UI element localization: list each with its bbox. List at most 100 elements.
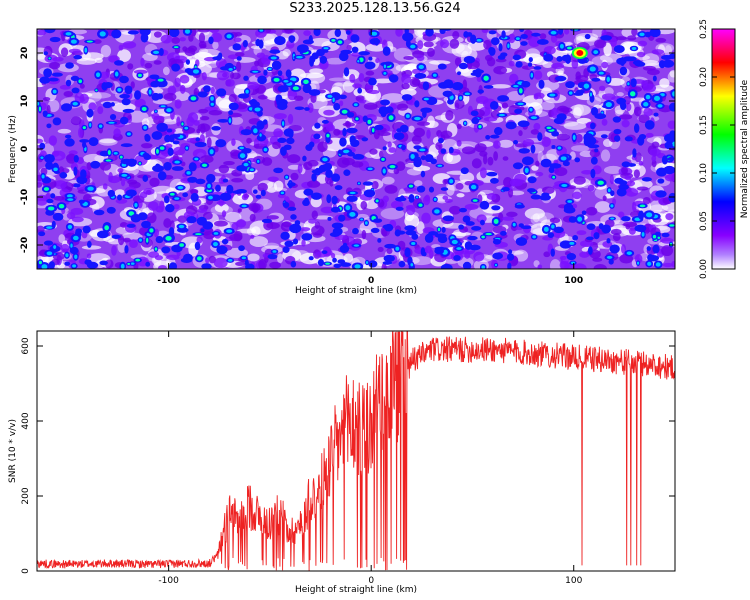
heatmap-mid-patch <box>367 89 380 95</box>
heatmap-blob <box>388 74 399 83</box>
heatmap-blob <box>277 102 288 111</box>
heatmap-blob-core <box>382 168 386 174</box>
heatmap-mid-patch <box>231 222 239 230</box>
heatmap-blob-core <box>375 199 379 203</box>
heatmap-blob-core <box>569 241 575 245</box>
heatmap-light-patch <box>443 152 461 164</box>
heatmap-blob <box>84 259 92 266</box>
heatmap-mid-patch <box>122 41 137 49</box>
heatmap-mid-patch <box>456 123 462 130</box>
heatmap-blob <box>364 61 376 70</box>
heatmap-blob <box>479 219 485 226</box>
heatmap-blob <box>280 146 287 156</box>
heatmap-mid-patch <box>176 116 181 127</box>
heatmap-mid-patch <box>508 60 515 67</box>
heatmap-mid-patch <box>462 79 468 90</box>
heatmap-blob <box>164 134 171 143</box>
heatmap-light-patch <box>47 99 60 113</box>
heatmap-blob-core <box>195 233 202 236</box>
heatmap-blob <box>50 193 56 199</box>
heatmap-blob-core <box>645 94 651 100</box>
heatmap-blob <box>183 253 193 262</box>
heatmap-mid-patch <box>401 73 412 85</box>
heatmap-mid-patch <box>645 132 654 138</box>
heatmap-light-patch <box>210 205 233 215</box>
heatmap-blob <box>491 205 501 211</box>
heatmap-mid-patch <box>621 119 630 128</box>
heatmap-blob-core <box>577 216 583 222</box>
heatmap-blob <box>520 34 528 40</box>
heatmap-blob <box>284 240 294 247</box>
heatmap-mid-patch <box>528 36 541 48</box>
heatmap-mid-patch <box>634 254 643 264</box>
heatmap-blob-core <box>449 179 454 184</box>
heatmap-mid-patch <box>651 141 660 148</box>
heatmap-blob-core <box>47 206 55 211</box>
heatmap-mid-patch <box>641 80 648 88</box>
heatmap-blob-core <box>331 38 336 42</box>
heatmap-light-patch <box>82 52 104 61</box>
heatmap-blob <box>398 260 406 268</box>
colorbar-tick-label: 0.15 <box>699 115 709 135</box>
heatmap-mid-patch <box>530 129 540 135</box>
heatmap-blob <box>593 232 600 240</box>
heatmap-mid-patch <box>99 71 110 79</box>
heatmap-mid-patch <box>146 212 157 224</box>
heatmap-blob <box>434 246 447 251</box>
heatmap-mid-patch <box>358 99 367 104</box>
heatmap-mid-patch <box>339 100 344 107</box>
heatmap-blob-core <box>593 50 599 55</box>
heatmap-mid-patch <box>621 166 629 175</box>
heatmap-blob-core <box>178 224 185 229</box>
heatmap-light-patch <box>309 68 324 74</box>
heatmap-blob-core <box>37 101 40 106</box>
heatmap-blob <box>240 129 252 136</box>
heatmap-blob <box>413 158 422 168</box>
heatmap-blob <box>111 234 121 239</box>
heatmap-blob-core <box>529 108 533 112</box>
heatmap-light-patch <box>404 214 420 228</box>
heatmap-blob <box>600 134 608 139</box>
heatmap-mid-patch <box>53 180 67 190</box>
heatmap-blob <box>587 144 600 149</box>
heatmap-mid-patch <box>449 38 460 49</box>
heatmap-blob-core <box>113 151 118 155</box>
heatmap-blob-core <box>451 239 458 245</box>
heatmap-blob-core <box>353 244 360 247</box>
heatmap-blob-core <box>186 171 191 175</box>
heatmap-mid-patch <box>299 227 311 232</box>
heatmap-blob-core <box>67 198 74 201</box>
heatmap-blob-core <box>285 175 289 179</box>
heatmap-light-patch <box>58 234 66 244</box>
heatmap-blob <box>321 250 328 255</box>
heatmap-blob-core <box>655 262 661 267</box>
heatmap-blob <box>288 129 294 139</box>
heatmap-blob-core <box>143 125 147 130</box>
heatmap-blob-core <box>433 73 437 77</box>
heatmap-blob <box>235 189 247 194</box>
heatmap-blob-core <box>630 91 636 97</box>
heatmap-blob <box>632 60 643 66</box>
heatmap-blob <box>548 166 555 174</box>
heatmap-blob-core <box>410 263 414 267</box>
heatmap-mid-patch <box>247 81 260 90</box>
heatmap-blob-core <box>626 251 632 255</box>
heatmap-blob-core <box>481 235 485 239</box>
heatmap-blob <box>216 88 227 97</box>
heatmap-blob <box>308 89 321 96</box>
heatmap-blob <box>404 29 409 35</box>
heatmap-mid-patch <box>117 168 124 173</box>
heatmap-blob <box>520 41 528 46</box>
heatmap-blob <box>116 194 123 201</box>
heatmap-mid-patch <box>159 200 165 211</box>
heatmap-blob-core <box>597 180 604 185</box>
heatmap-mid-patch <box>307 160 319 167</box>
heatmap-blob <box>334 29 342 38</box>
heatmap-blob <box>668 102 675 112</box>
heatmap-blob <box>182 192 189 198</box>
heatmap-mid-patch <box>218 164 230 174</box>
heatmap-mid-patch <box>493 151 498 161</box>
heatmap-blob <box>518 148 531 154</box>
heatmap-blob-core <box>493 218 499 224</box>
